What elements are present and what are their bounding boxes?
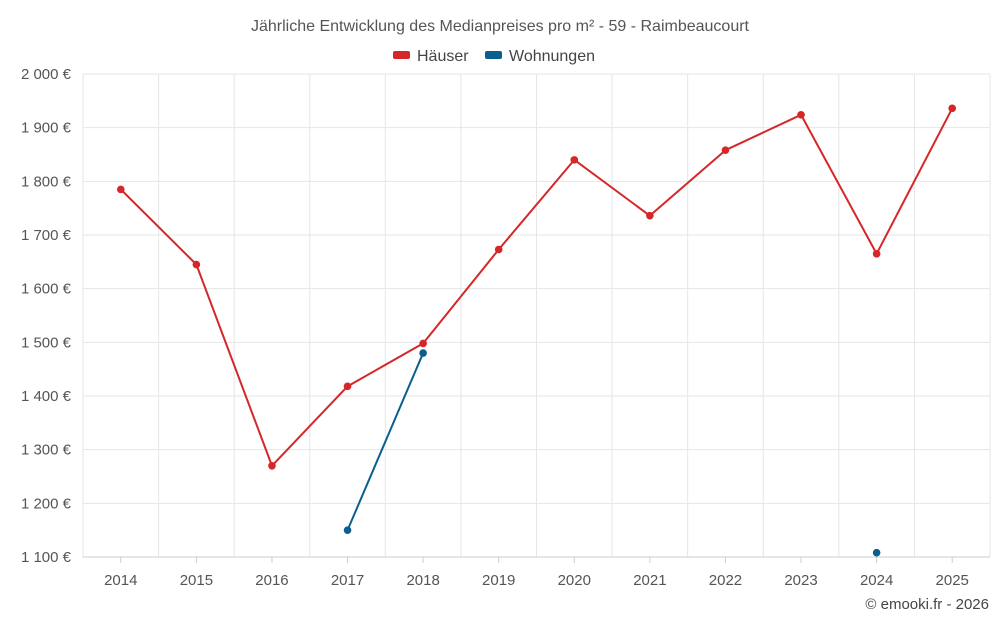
series-line-haeuser bbox=[800, 113, 878, 255]
x-tick-label: 2021 bbox=[633, 572, 666, 589]
x-tick-label: 2023 bbox=[784, 572, 817, 589]
legend: Häuser Wohnungen bbox=[393, 48, 595, 65]
series-line-haeuser bbox=[648, 149, 727, 217]
y-tick-label: 1 800 € bbox=[21, 173, 72, 190]
series-line-haeuser bbox=[346, 342, 425, 388]
legend-swatch-haeuser bbox=[393, 51, 410, 59]
data-point-haeuser-2021[interactable] bbox=[646, 211, 654, 220]
y-tick-label: 1 300 € bbox=[21, 442, 72, 459]
plot-series bbox=[116, 104, 957, 557]
data-point-haeuser-2022[interactable] bbox=[721, 146, 730, 155]
credit-text: © emooki.fr - 2026 bbox=[865, 596, 989, 613]
series-line-haeuser bbox=[573, 158, 651, 217]
grid bbox=[82, 73, 991, 558]
legend-label-haeuser: Häuser bbox=[417, 48, 469, 65]
x-tick-label: 2019 bbox=[482, 572, 515, 589]
x-tick-label: 2020 bbox=[558, 572, 591, 589]
data-point-haeuser-2017[interactable] bbox=[343, 382, 352, 391]
legend-item-haeuser[interactable]: Häuser bbox=[393, 48, 469, 65]
legend-label-wohnungen: Wohnungen bbox=[509, 48, 595, 65]
x-tick-label: 2024 bbox=[860, 572, 893, 589]
legend-swatch-wohnungen bbox=[485, 51, 502, 59]
x-axis: 2014 2015 2016 2017 2018 2019 2020 2021 2022 2023… bbox=[104, 557, 969, 589]
data-point-haeuser-2024[interactable] bbox=[872, 249, 881, 258]
data-point-haeuser-2020[interactable] bbox=[570, 156, 579, 164]
data-point-wohnungen-2024[interactable] bbox=[872, 548, 881, 557]
chart-title: Jährliche Entwicklung des Medianpreises … bbox=[251, 18, 750, 35]
x-tick-label: 2018 bbox=[406, 572, 439, 589]
y-tick-label: 2 000 € bbox=[21, 66, 72, 83]
data-point-haeuser-2014[interactable] bbox=[116, 185, 125, 194]
y-axis: 1 100 € 1 200 € 1 300 € 1 400 € 1 500 € 1 600… bbox=[21, 66, 72, 566]
y-tick-label: 1 100 € bbox=[21, 549, 72, 566]
series-line-haeuser bbox=[422, 248, 500, 345]
x-tick-label: 2014 bbox=[104, 572, 137, 589]
data-point-haeuser-2019[interactable] bbox=[494, 245, 503, 254]
series-wohnungen bbox=[343, 349, 881, 557]
series-line-wohnungen bbox=[346, 352, 425, 532]
x-tick-label: 2017 bbox=[331, 572, 364, 589]
y-tick-label: 1 700 € bbox=[21, 227, 72, 244]
data-point-haeuser-2023[interactable] bbox=[797, 110, 805, 119]
data-point-wohnungen-2018[interactable] bbox=[419, 349, 427, 357]
x-tick-label: 2025 bbox=[936, 572, 969, 589]
series-line-haeuser bbox=[119, 188, 198, 266]
series-line-haeuser bbox=[875, 107, 954, 255]
series-line-haeuser bbox=[195, 263, 273, 467]
series-line-haeuser bbox=[270, 385, 349, 467]
legend-item-wohnungen[interactable]: Wohnungen bbox=[485, 48, 595, 65]
series-line-haeuser bbox=[497, 158, 576, 251]
y-tick-label: 1 200 € bbox=[21, 495, 72, 512]
y-tick-label: 1 600 € bbox=[21, 281, 72, 298]
y-tick-label: 1 500 € bbox=[21, 334, 72, 351]
series-haeuser bbox=[116, 104, 957, 470]
data-point-haeuser-2015[interactable] bbox=[192, 260, 201, 269]
x-tick-label: 2015 bbox=[180, 572, 213, 589]
x-tick-label: 2016 bbox=[255, 572, 288, 589]
data-point-haeuser-2016[interactable] bbox=[268, 461, 276, 470]
data-point-haeuser-2018[interactable] bbox=[419, 339, 427, 348]
y-tick-label: 1 400 € bbox=[21, 388, 72, 405]
data-point-wohnungen-2017[interactable] bbox=[343, 526, 352, 534]
series-line-haeuser bbox=[724, 113, 803, 152]
x-tick-label: 2022 bbox=[709, 572, 742, 589]
data-point-haeuser-2025[interactable] bbox=[948, 104, 957, 113]
y-tick-label: 1 900 € bbox=[21, 120, 72, 137]
